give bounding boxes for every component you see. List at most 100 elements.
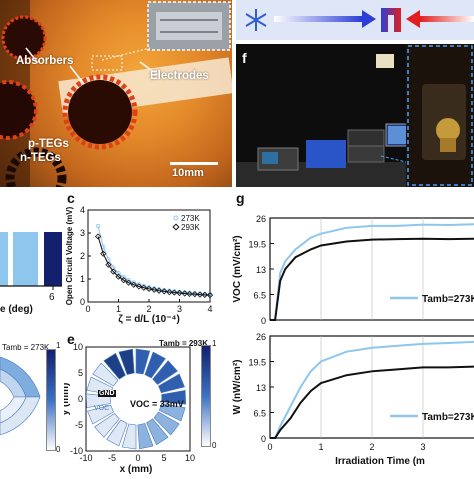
blue-equipment bbox=[306, 140, 346, 168]
point-293K bbox=[206, 291, 214, 299]
x-tick-label: 2 bbox=[146, 304, 151, 314]
ring-segment bbox=[92, 362, 119, 387]
x-tick-label: 0 bbox=[135, 453, 140, 463]
point-293K bbox=[166, 288, 173, 296]
panel-b-xtick: 6 bbox=[49, 292, 55, 303]
series-line-273K bbox=[270, 340, 474, 439]
point-273K bbox=[121, 274, 126, 280]
y-axis-title: y (mm) bbox=[64, 383, 71, 416]
panel-b: 6 e (deg) bbox=[0, 190, 62, 325]
series-line-293K bbox=[270, 365, 474, 439]
panel-e-letter: e bbox=[67, 331, 75, 347]
y-tick-label: 26 bbox=[256, 332, 266, 342]
panel-b-chart bbox=[0, 232, 62, 290]
y-axis-title: Open Circuit Voltage (mV) bbox=[65, 206, 74, 305]
ring-segment bbox=[153, 411, 180, 436]
ring-segment bbox=[158, 373, 185, 394]
absorbers-label: Absorbers bbox=[16, 55, 74, 67]
y-axis-title: W (nW/cm²) bbox=[232, 360, 243, 415]
ring-segment bbox=[146, 418, 169, 446]
panel-e-colorbar-top: 1 bbox=[212, 339, 217, 348]
y-tick-label: 13 bbox=[256, 383, 266, 393]
panel-b-xlabel: e (deg) bbox=[0, 304, 33, 315]
voc-value: VOC = 33mV bbox=[130, 399, 184, 409]
lab-photo-drawing bbox=[236, 44, 474, 187]
ring-segment bbox=[106, 419, 128, 447]
point-273K bbox=[95, 223, 101, 229]
legend-label: Tamb=273K bbox=[422, 294, 474, 305]
x-tick-label: 10 bbox=[185, 453, 195, 463]
point-273K bbox=[116, 271, 121, 276]
y-tick-label: 6.5 bbox=[253, 409, 266, 419]
point-293K bbox=[151, 286, 158, 293]
absorber-photo: Absorbers Electrodes p-TEGs n-TEGs 10mm bbox=[0, 0, 232, 187]
panel-d: Tamb = 273K 1 0 bbox=[0, 335, 62, 474]
snowflake-icon bbox=[245, 9, 267, 31]
ring-segment bbox=[87, 404, 114, 425]
temperature-gradient-diagram bbox=[236, 0, 474, 40]
ring-segment bbox=[121, 423, 137, 450]
point-293K bbox=[94, 233, 102, 240]
y-tick-label: 5 bbox=[78, 368, 83, 378]
point-293K bbox=[186, 290, 193, 298]
x-tick-label: 5 bbox=[161, 453, 166, 463]
panel-e-colorbar-bottom: 0 bbox=[212, 441, 217, 450]
y-tick-label: 13 bbox=[256, 265, 266, 275]
y-axis-title: VOC (mV/cm²) bbox=[232, 235, 243, 302]
y-tick-label: 2 bbox=[80, 251, 85, 261]
gradient-drawing bbox=[236, 0, 474, 40]
scale-label: 10mm bbox=[172, 167, 204, 179]
x-tick-label: -5 bbox=[108, 453, 116, 463]
point-293K bbox=[105, 261, 112, 268]
gnd-label: GND bbox=[98, 390, 116, 397]
y-tick-label: 6.5 bbox=[253, 291, 266, 301]
point-273K bbox=[106, 257, 111, 262]
legend-marker-293K bbox=[172, 223, 180, 231]
panel-c: c 0 1 2 3 4 0 1 2 3 4 ζ = d/L (10⁻⁴) Open Circuit V… bbox=[64, 190, 214, 330]
legend-marker-273K bbox=[173, 215, 179, 221]
x-tick-label: 1 bbox=[318, 442, 323, 452]
y-tick-label: 10 bbox=[73, 342, 83, 352]
y-tick-label: 0 bbox=[261, 316, 266, 326]
series-line-273K bbox=[270, 223, 474, 321]
ring-segment bbox=[159, 403, 186, 422]
panel-g: g 26 19.5 13 6.5 0 VOC (mV/cm²) Tamb=273K 26 19.… bbox=[230, 188, 474, 474]
y-tick-label: 19.5 bbox=[248, 240, 266, 250]
ring-segment bbox=[137, 423, 154, 450]
bar-2 bbox=[13, 232, 38, 286]
ring-segment bbox=[144, 351, 166, 379]
y-tick-label: 0 bbox=[78, 394, 83, 404]
panel-g-letter: g bbox=[236, 190, 245, 206]
teg-u-shape-icon bbox=[381, 8, 401, 32]
point-293K bbox=[161, 288, 168, 295]
panel-d-colorbar-bottom: 0 bbox=[56, 445, 61, 454]
ring-frame bbox=[85, 346, 191, 452]
ring-center bbox=[112, 375, 160, 423]
point-293K bbox=[176, 289, 183, 297]
teg-ring-bottom bbox=[5, 147, 67, 187]
panel-f-letter: f bbox=[242, 50, 247, 66]
point-293K bbox=[181, 290, 188, 297]
ring-segment bbox=[152, 360, 178, 385]
y-tick-label: -5 bbox=[75, 420, 83, 430]
voc-label: VOC bbox=[94, 405, 110, 412]
point-293K bbox=[100, 250, 107, 257]
y-tick-label: 19.5 bbox=[248, 358, 266, 368]
legend-label: Tamb=273K bbox=[422, 412, 474, 423]
y-tick-label: 4 bbox=[80, 205, 85, 215]
ring-segment bbox=[103, 352, 126, 380]
bar-1 bbox=[0, 232, 8, 286]
lab-setup-photo: f bbox=[236, 44, 474, 187]
x-tick-label: 4 bbox=[207, 304, 212, 314]
y-tick-label: 3 bbox=[80, 228, 85, 238]
cold-arrow-head bbox=[362, 10, 376, 28]
x-axis-title: Irradiation Time (m bbox=[335, 456, 425, 467]
absorber-disk-left bbox=[0, 80, 38, 140]
n-tegs-label: n-TEGs bbox=[20, 152, 61, 164]
series-line-293K bbox=[97, 236, 211, 296]
cold-arrow-shaft bbox=[274, 16, 362, 22]
x-tick-label: 0 bbox=[267, 442, 272, 452]
voc-vs-zeta-chart: 0 1 2 3 4 0 1 2 3 4 ζ = d/L (10⁻⁴) Open Circuit Vol… bbox=[65, 205, 214, 325]
